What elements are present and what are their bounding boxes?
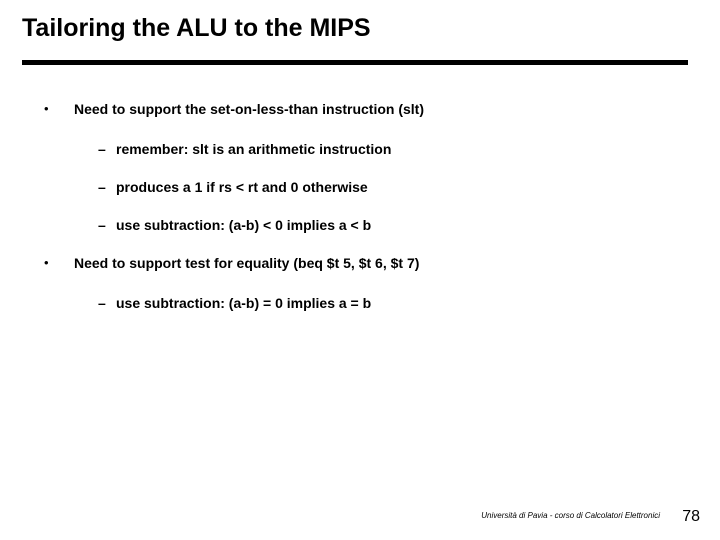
page-number: 78 [682, 508, 700, 526]
slide: Tailoring the ALU to the MIPS • Need to … [0, 0, 720, 540]
sub-bullet-text: use subtraction: (a-b) < 0 implies a < b [116, 216, 371, 234]
footer-text: Università di Pavia - corso di Calcolato… [481, 511, 660, 520]
sub-bullet-text: produces a 1 if rs < rt and 0 otherwise [116, 178, 368, 196]
sub-bullet-marker: – [98, 216, 116, 234]
bullet-text: Need to support test for equality (beq $… [74, 254, 419, 272]
sub-bullet-text: remember: slt is an arithmetic instructi… [116, 140, 391, 158]
bullet-text: Need to support the set-on-less-than ins… [74, 100, 424, 118]
sub-bullet-marker: – [98, 294, 116, 312]
bullet-item: • Need to support the set-on-less-than i… [44, 100, 684, 118]
slide-title: Tailoring the ALU to the MIPS [22, 14, 371, 43]
sub-bullet-item: – use subtraction: (a-b) = 0 implies a =… [98, 294, 684, 312]
bullet-item: • Need to support test for equality (beq… [44, 254, 684, 272]
sub-bullet-item: – produces a 1 if rs < rt and 0 otherwis… [98, 178, 684, 196]
sub-bullet-text: use subtraction: (a-b) = 0 implies a = b [116, 294, 371, 312]
sub-bullet-item: – remember: slt is an arithmetic instruc… [98, 140, 684, 158]
sub-bullet-item: – use subtraction: (a-b) < 0 implies a <… [98, 216, 684, 234]
content-area: • Need to support the set-on-less-than i… [44, 100, 684, 332]
sub-bullet-marker: – [98, 140, 116, 158]
title-rule [22, 60, 688, 65]
bullet-marker: • [44, 100, 74, 118]
sub-bullet-marker: – [98, 178, 116, 196]
bullet-marker: • [44, 254, 74, 272]
